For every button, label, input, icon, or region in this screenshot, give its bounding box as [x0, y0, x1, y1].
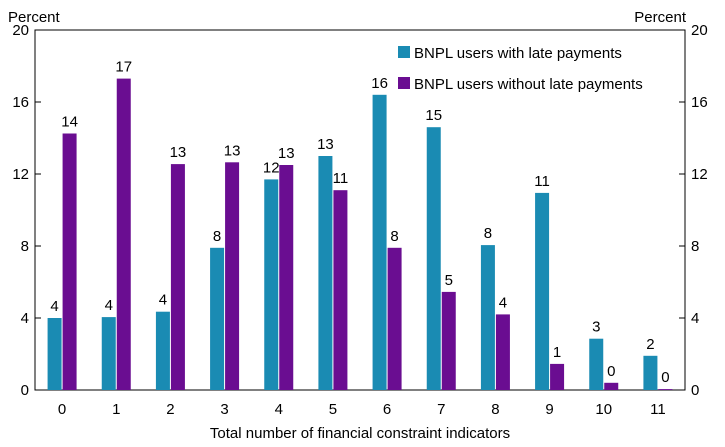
data-label-no-late: 13 [224, 142, 241, 159]
x-tick-label: 8 [491, 401, 499, 418]
data-label-no-late: 0 [607, 363, 615, 380]
x-axis-title: Total number of financial constraint ind… [210, 425, 510, 442]
y-tick-label-right: 8 [691, 238, 699, 255]
y-tick-label-left: 8 [21, 238, 29, 255]
bar-no-late-payments [387, 247, 402, 390]
x-tick-label: 9 [545, 401, 553, 418]
data-label-late: 8 [213, 228, 221, 245]
bar-late-payments [101, 317, 116, 390]
bar-late-payments [535, 192, 550, 390]
data-label-late: 3 [592, 319, 600, 336]
x-tick-label: 11 [650, 401, 666, 418]
right-axis-unit: Percent [634, 9, 687, 26]
data-label-no-late: 0 [661, 369, 669, 386]
data-label-late: 12 [263, 159, 280, 176]
bars [47, 78, 673, 391]
data-label-late: 16 [371, 75, 388, 92]
legend: BNPL users with late payments BNPL users… [398, 45, 643, 93]
data-label-late: 4 [105, 297, 113, 314]
data-label-late: 2 [646, 336, 654, 353]
bar-late-payments [318, 156, 333, 390]
bar-late-payments [426, 127, 441, 390]
y-tick-label-right: 0 [691, 382, 699, 399]
bar-no-late-payments [116, 78, 131, 390]
bar-no-late-payments [495, 314, 510, 390]
x-tick-label: 2 [166, 401, 174, 418]
bar-late-payments [47, 318, 62, 390]
bar-no-late-payments [225, 162, 240, 390]
y-tick-label-right: 20 [691, 22, 708, 39]
bar-no-late-payments [170, 164, 185, 390]
y-tick-label-right: 4 [691, 310, 699, 327]
bar-late-payments [480, 245, 495, 390]
bar-no-late-payments [550, 363, 565, 390]
y-tick-label-left: 0 [21, 382, 29, 399]
data-label-late: 4 [159, 292, 167, 309]
data-label-late: 4 [50, 298, 58, 315]
bar-no-late-payments [441, 291, 456, 390]
bar-no-late-payments [658, 389, 673, 390]
data-label-late: 11 [534, 173, 550, 190]
data-label-late: 8 [484, 225, 492, 242]
x-tick-label: 5 [329, 401, 337, 418]
x-tick-label: 3 [220, 401, 228, 418]
y-tick-label-left: 16 [12, 94, 29, 111]
legend-swatch-late [398, 46, 410, 58]
bar-late-payments [264, 179, 279, 390]
y-tick-label-right: 12 [691, 166, 708, 183]
x-tick-label: 1 [112, 401, 120, 418]
x-tick-label: 0 [58, 401, 66, 418]
bar-late-payments [210, 247, 225, 390]
legend-swatch-no-late [398, 77, 410, 89]
data-label-no-late: 1 [553, 344, 561, 361]
y-tick-label-left: 12 [12, 166, 29, 183]
legend-label-no-late: BNPL users without late payments [414, 76, 643, 93]
bar-no-late-payments [62, 133, 77, 390]
plot-frame [34, 29, 686, 391]
bar-late-payments [372, 94, 387, 391]
data-label-no-late: 13 [170, 144, 187, 161]
x-tick-label: 10 [595, 401, 612, 418]
bar-no-late-payments [604, 382, 619, 390]
bar-late-payments [589, 338, 604, 390]
y-tick-label-left: 4 [21, 310, 29, 327]
data-label-late: 13 [317, 136, 334, 153]
data-label-no-late: 14 [61, 114, 78, 131]
bar-no-late-payments [333, 190, 348, 390]
bar-no-late-payments [279, 165, 294, 390]
bar-late-payments [155, 311, 170, 390]
x-tick-label: 4 [275, 401, 283, 418]
data-label-no-late: 13 [278, 145, 295, 162]
x-tick-label: 6 [383, 401, 391, 418]
x-tick-label: 7 [437, 401, 445, 418]
y-tick-label-left: 20 [12, 22, 29, 39]
x-tick-labels: 0 1 2 3 4 5 6 7 8 9 10 11 [58, 401, 666, 418]
y-tick-label-right: 16 [691, 94, 708, 111]
legend-label-late: BNPL users with late payments [414, 45, 622, 62]
data-label-no-late: 17 [115, 59, 132, 76]
data-label-no-late: 4 [499, 294, 507, 311]
bar-late-payments [643, 355, 658, 390]
data-label-no-late: 5 [445, 272, 453, 289]
data-label-no-late: 8 [390, 228, 398, 245]
data-label-late: 15 [425, 107, 442, 124]
data-label-no-late: 11 [333, 170, 349, 187]
left-axis-unit: Percent [8, 9, 61, 26]
